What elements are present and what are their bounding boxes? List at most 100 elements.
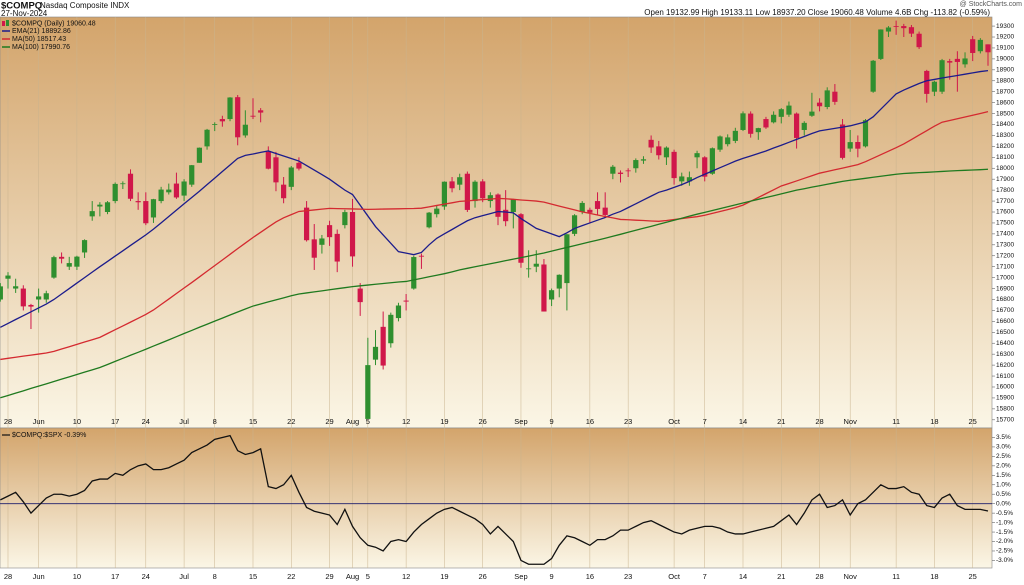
candle-body: [235, 97, 241, 138]
candle-body: [878, 29, 884, 59]
x-tick-label: 17: [111, 417, 119, 426]
legend-icon: [2, 21, 5, 26]
candle-body: [564, 234, 570, 284]
x-tick-label: Jun: [33, 417, 45, 426]
x-tick-label: 16: [586, 572, 594, 581]
candle-body: [434, 208, 440, 215]
candle-body: [518, 214, 524, 263]
candle-body: [778, 109, 784, 117]
series-line: [0, 69, 989, 328]
candle-body: [296, 162, 302, 169]
x-tick-label: 15: [249, 572, 257, 581]
y-tick-label: 16100: [996, 373, 1014, 380]
candle-body: [763, 119, 769, 128]
candle-body: [449, 181, 455, 189]
candle-body: [380, 326, 386, 366]
x-tick-label: 11: [892, 572, 900, 581]
x-tick-label: 15: [249, 417, 257, 426]
candle-body: [166, 189, 172, 193]
candle-body: [311, 239, 317, 258]
x-tick-label: 8: [213, 572, 217, 581]
x-tick-label: 7: [703, 417, 707, 426]
legend-label: $COMPQ:$SPX -0.39%: [12, 432, 86, 439]
candle-body: [242, 124, 248, 136]
candle-body: [43, 293, 49, 300]
candle-body: [924, 70, 930, 94]
x-tick-label: 25: [969, 417, 977, 426]
candle-body: [748, 113, 754, 134]
x-tick-label: 16: [586, 417, 594, 426]
quote: Open 19132.99 High 19133.11 Low 18937.20…: [644, 8, 990, 17]
x-tick-label: Oct: [668, 417, 681, 426]
candle-body: [816, 102, 823, 107]
x-tick-label: 21: [777, 572, 785, 581]
candle-body: [212, 124, 218, 125]
x-tick-label: 5: [366, 417, 370, 426]
candle-body: [36, 296, 42, 300]
candle-body: [411, 257, 417, 289]
y-tick-label: 17500: [996, 220, 1014, 227]
candle-body: [709, 148, 715, 174]
candle-body: [939, 60, 945, 92]
price-panel: [0, 16, 993, 429]
x-tick-label: 22: [287, 572, 295, 581]
candle-body: [755, 128, 761, 133]
candle-body: [985, 44, 991, 53]
candle-body: [319, 238, 325, 245]
candle-body: [418, 255, 425, 257]
x-tick-label: Sep: [514, 417, 527, 426]
candle-body: [602, 207, 608, 215]
candle-body: [104, 202, 111, 213]
y-tick-label: 17600: [996, 209, 1014, 216]
candle-body: [839, 124, 846, 158]
y-tick-label: 0.5%: [996, 491, 1011, 498]
candle-body: [587, 209, 593, 213]
candle-body: [686, 177, 693, 182]
candle-body: [885, 27, 892, 32]
candle-body: [809, 111, 815, 116]
candle-body: [457, 177, 463, 185]
y-tick-label: 2.0%: [996, 463, 1011, 470]
x-tick-label: 23: [624, 417, 632, 426]
candle-body: [273, 157, 279, 183]
candle-body: [258, 110, 264, 113]
candle-body: [349, 212, 356, 257]
candle-body: [265, 151, 271, 169]
candle-body: [81, 240, 88, 253]
candle-body: [786, 105, 792, 115]
candle-body: [556, 274, 562, 289]
candle-body: [526, 268, 532, 270]
credit: @ StockCharts.com: [960, 1, 1023, 8]
candle-body: [365, 365, 371, 419]
candle-body: [342, 212, 348, 226]
candle-body: [441, 181, 448, 207]
candle-body: [893, 26, 899, 27]
x-tick-label: 12: [402, 572, 410, 581]
candle-body: [13, 286, 19, 289]
x-tick-label: 8: [213, 417, 217, 426]
x-tick-label: 7: [703, 572, 707, 581]
candle-body: [694, 153, 700, 158]
y-tick-label: 16300: [996, 351, 1014, 358]
ratio-panel: [0, 427, 993, 569]
y-tick-label: 17900: [996, 176, 1014, 183]
candle-body: [250, 115, 256, 117]
y-tick-label: -1.0%: [996, 519, 1013, 526]
legend-icon: [6, 20, 9, 26]
x-tick-label: 28: [815, 572, 823, 581]
x-tick-label: 28: [4, 417, 12, 426]
candle-body: [204, 129, 210, 147]
candle-body: [5, 275, 11, 279]
candle-body: [847, 142, 853, 149]
candle-body: [89, 211, 95, 217]
x-tick-label: 11: [892, 417, 900, 426]
candle-body: [472, 181, 478, 202]
y-tick-label: 3.5%: [996, 434, 1011, 441]
legend-label: MA(100) 17990.76: [12, 44, 70, 51]
candle-body: [548, 290, 555, 300]
x-tick-label: 28: [815, 417, 823, 426]
y-tick-label: 0.0%: [996, 500, 1011, 507]
candle-body: [150, 199, 157, 218]
candle-body: [28, 304, 34, 307]
y-tick-label: 16600: [996, 318, 1014, 325]
